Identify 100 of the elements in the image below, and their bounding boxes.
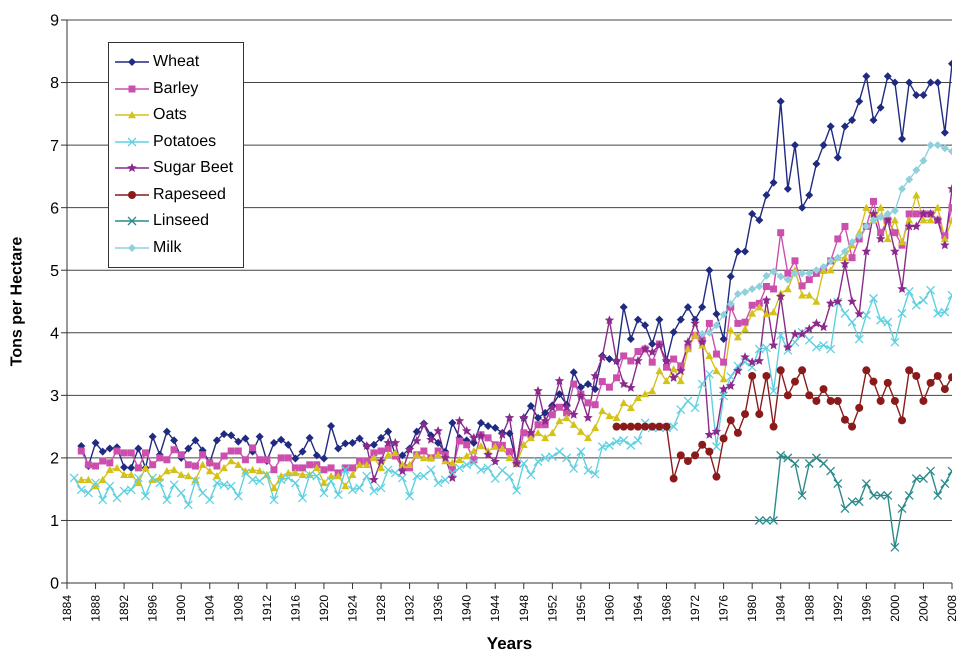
- point: [670, 474, 678, 483]
- point: [805, 391, 814, 400]
- point: [676, 451, 685, 460]
- point: [912, 372, 920, 380]
- point: [641, 422, 650, 431]
- point: [755, 410, 764, 418]
- x-tick-label: 1956: [574, 594, 588, 622]
- x-tick-label: 1980: [745, 594, 760, 622]
- point: [934, 141, 942, 150]
- point: [748, 284, 756, 293]
- legend-label: Sugar Beet: [153, 158, 234, 178]
- point: [869, 378, 878, 386]
- y-tick-label: 6: [50, 200, 60, 218]
- x-tick-label: 1976: [716, 594, 731, 622]
- y-tick-label: 3: [50, 388, 60, 406]
- point: [748, 372, 756, 380]
- point: [833, 478, 842, 488]
- x-tick-label: 1932: [402, 594, 417, 622]
- x-tick-label: 2000: [888, 594, 902, 622]
- point: [926, 378, 935, 387]
- point: [912, 166, 920, 174]
- point: [812, 396, 820, 405]
- point: [620, 422, 628, 431]
- point: [812, 453, 822, 463]
- y-tick-label: 9: [50, 12, 60, 30]
- point: [684, 457, 692, 466]
- legend-label: Milk: [153, 238, 182, 258]
- point: [820, 263, 828, 272]
- y-axis-title: Tons per Hectare: [8, 236, 26, 366]
- point: [726, 300, 735, 308]
- legend-label: Barley: [153, 78, 198, 98]
- x-tick-label: 2004: [916, 594, 930, 622]
- point: [626, 422, 635, 431]
- x-tick-label: 1944: [488, 594, 502, 622]
- x-tick-label: 1888: [88, 594, 103, 622]
- point: [890, 206, 899, 215]
- x-tick-label: 1920: [316, 594, 331, 622]
- point: [862, 478, 872, 488]
- x-tick-label: 1968: [660, 594, 674, 622]
- point: [770, 267, 778, 276]
- point: [798, 366, 806, 374]
- point: [840, 416, 849, 424]
- point: [934, 372, 942, 380]
- point: [734, 428, 742, 437]
- point: [712, 472, 720, 481]
- y-tick-label: 4: [50, 325, 60, 342]
- point: [634, 422, 642, 431]
- x-tick-label: 1988: [802, 594, 816, 622]
- x-tick-label: 1892: [117, 594, 132, 622]
- point: [720, 310, 728, 319]
- point: [855, 404, 864, 412]
- point: [890, 396, 899, 405]
- y-tick-label: 1: [50, 513, 60, 530]
- point: [790, 378, 799, 386]
- point: [855, 232, 864, 240]
- y-tick-label: 5: [50, 262, 60, 280]
- point: [776, 366, 785, 374]
- x-tick-label: 1960: [602, 594, 616, 622]
- point: [712, 321, 720, 330]
- point: [762, 272, 770, 280]
- point: [705, 448, 714, 456]
- x-tick-label: 1996: [859, 594, 874, 622]
- x-tick-label: 1896: [146, 594, 160, 622]
- point: [790, 458, 800, 468]
- point: [897, 504, 907, 514]
- point: [734, 290, 742, 298]
- point: [840, 247, 849, 256]
- x-tick-label: 1984: [774, 594, 788, 622]
- point: [755, 282, 764, 290]
- legend-label: Rapeseed: [153, 184, 226, 204]
- point: [919, 396, 928, 405]
- x-tick-label: 1952: [545, 594, 560, 622]
- x-tick-label: 2008: [945, 594, 958, 622]
- x-tick-label: 1948: [516, 594, 531, 622]
- point: [834, 396, 842, 405]
- point: [818, 458, 828, 468]
- point: [890, 542, 900, 552]
- point: [698, 330, 706, 338]
- x-tick-label: 1992: [830, 594, 845, 622]
- point: [826, 466, 836, 476]
- point: [876, 396, 885, 405]
- point: [798, 269, 806, 278]
- point: [933, 490, 942, 500]
- x-tick-label: 1940: [460, 594, 474, 622]
- point: [898, 416, 906, 424]
- legend-label: Potatoes: [153, 132, 216, 152]
- point: [691, 451, 700, 460]
- point: [876, 213, 885, 222]
- point: [884, 378, 892, 387]
- point: [784, 391, 792, 400]
- point: [705, 328, 714, 337]
- point: [926, 141, 935, 150]
- point: [940, 478, 950, 488]
- x-tick-label: 1928: [374, 594, 388, 622]
- point: [826, 396, 835, 405]
- point: [741, 410, 750, 418]
- x-tick-label: 1900: [174, 594, 188, 622]
- point: [741, 288, 750, 296]
- x-axis-title: Years: [486, 634, 532, 653]
- point: [820, 385, 828, 394]
